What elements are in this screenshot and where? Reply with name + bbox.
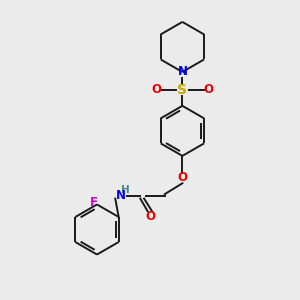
Text: S: S — [177, 82, 188, 97]
Text: O: O — [152, 83, 161, 96]
Text: O: O — [177, 172, 188, 184]
Text: O: O — [145, 210, 155, 223]
Text: F: F — [89, 196, 98, 208]
Text: H: H — [121, 185, 129, 195]
Text: O: O — [203, 83, 213, 96]
Text: N: N — [177, 65, 188, 79]
Text: N: N — [116, 189, 126, 202]
